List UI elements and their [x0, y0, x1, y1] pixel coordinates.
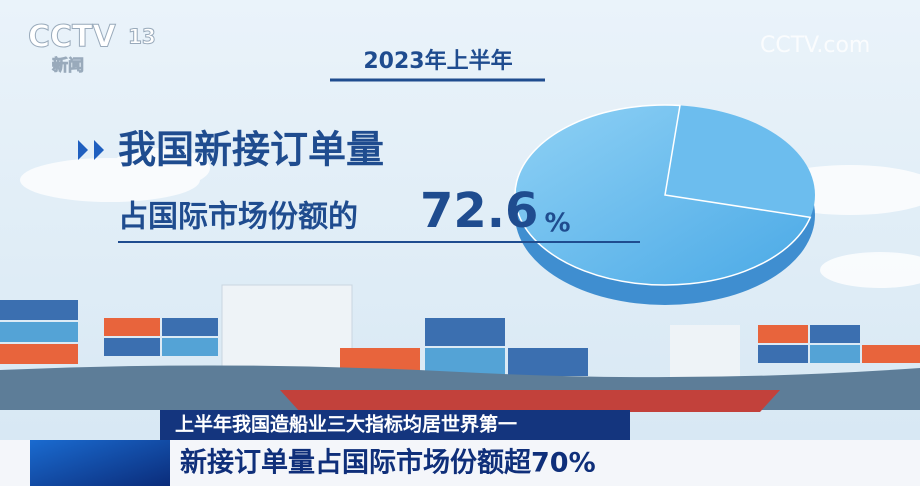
share-value: 72.6: [420, 183, 538, 239]
lower-third-globe: [30, 440, 170, 486]
headline-icon: [78, 140, 104, 160]
logo-channel: 13: [128, 25, 156, 49]
headline-line1: 我国新接订单量: [118, 128, 384, 172]
watermark: CCTV.com: [760, 33, 870, 58]
logo-name: 新闻: [52, 56, 84, 75]
logo-brand: CCTV: [28, 20, 116, 55]
clouds: [20, 148, 920, 288]
pie-chart: [514, 104, 815, 305]
lower-third-top: 上半年我国造船业三大指标均居世界第一: [175, 413, 517, 436]
headline-line2: 占国际市场份额的: [118, 200, 358, 235]
lower-third-main: 新接订单量占国际市场份额超70%: [180, 447, 596, 479]
period: 2023年上半年: [363, 48, 512, 74]
port: [0, 284, 920, 412]
pie-slice: [514, 104, 812, 286]
share-unit: %: [544, 209, 570, 239]
lower-third-top-bar: [160, 410, 630, 440]
